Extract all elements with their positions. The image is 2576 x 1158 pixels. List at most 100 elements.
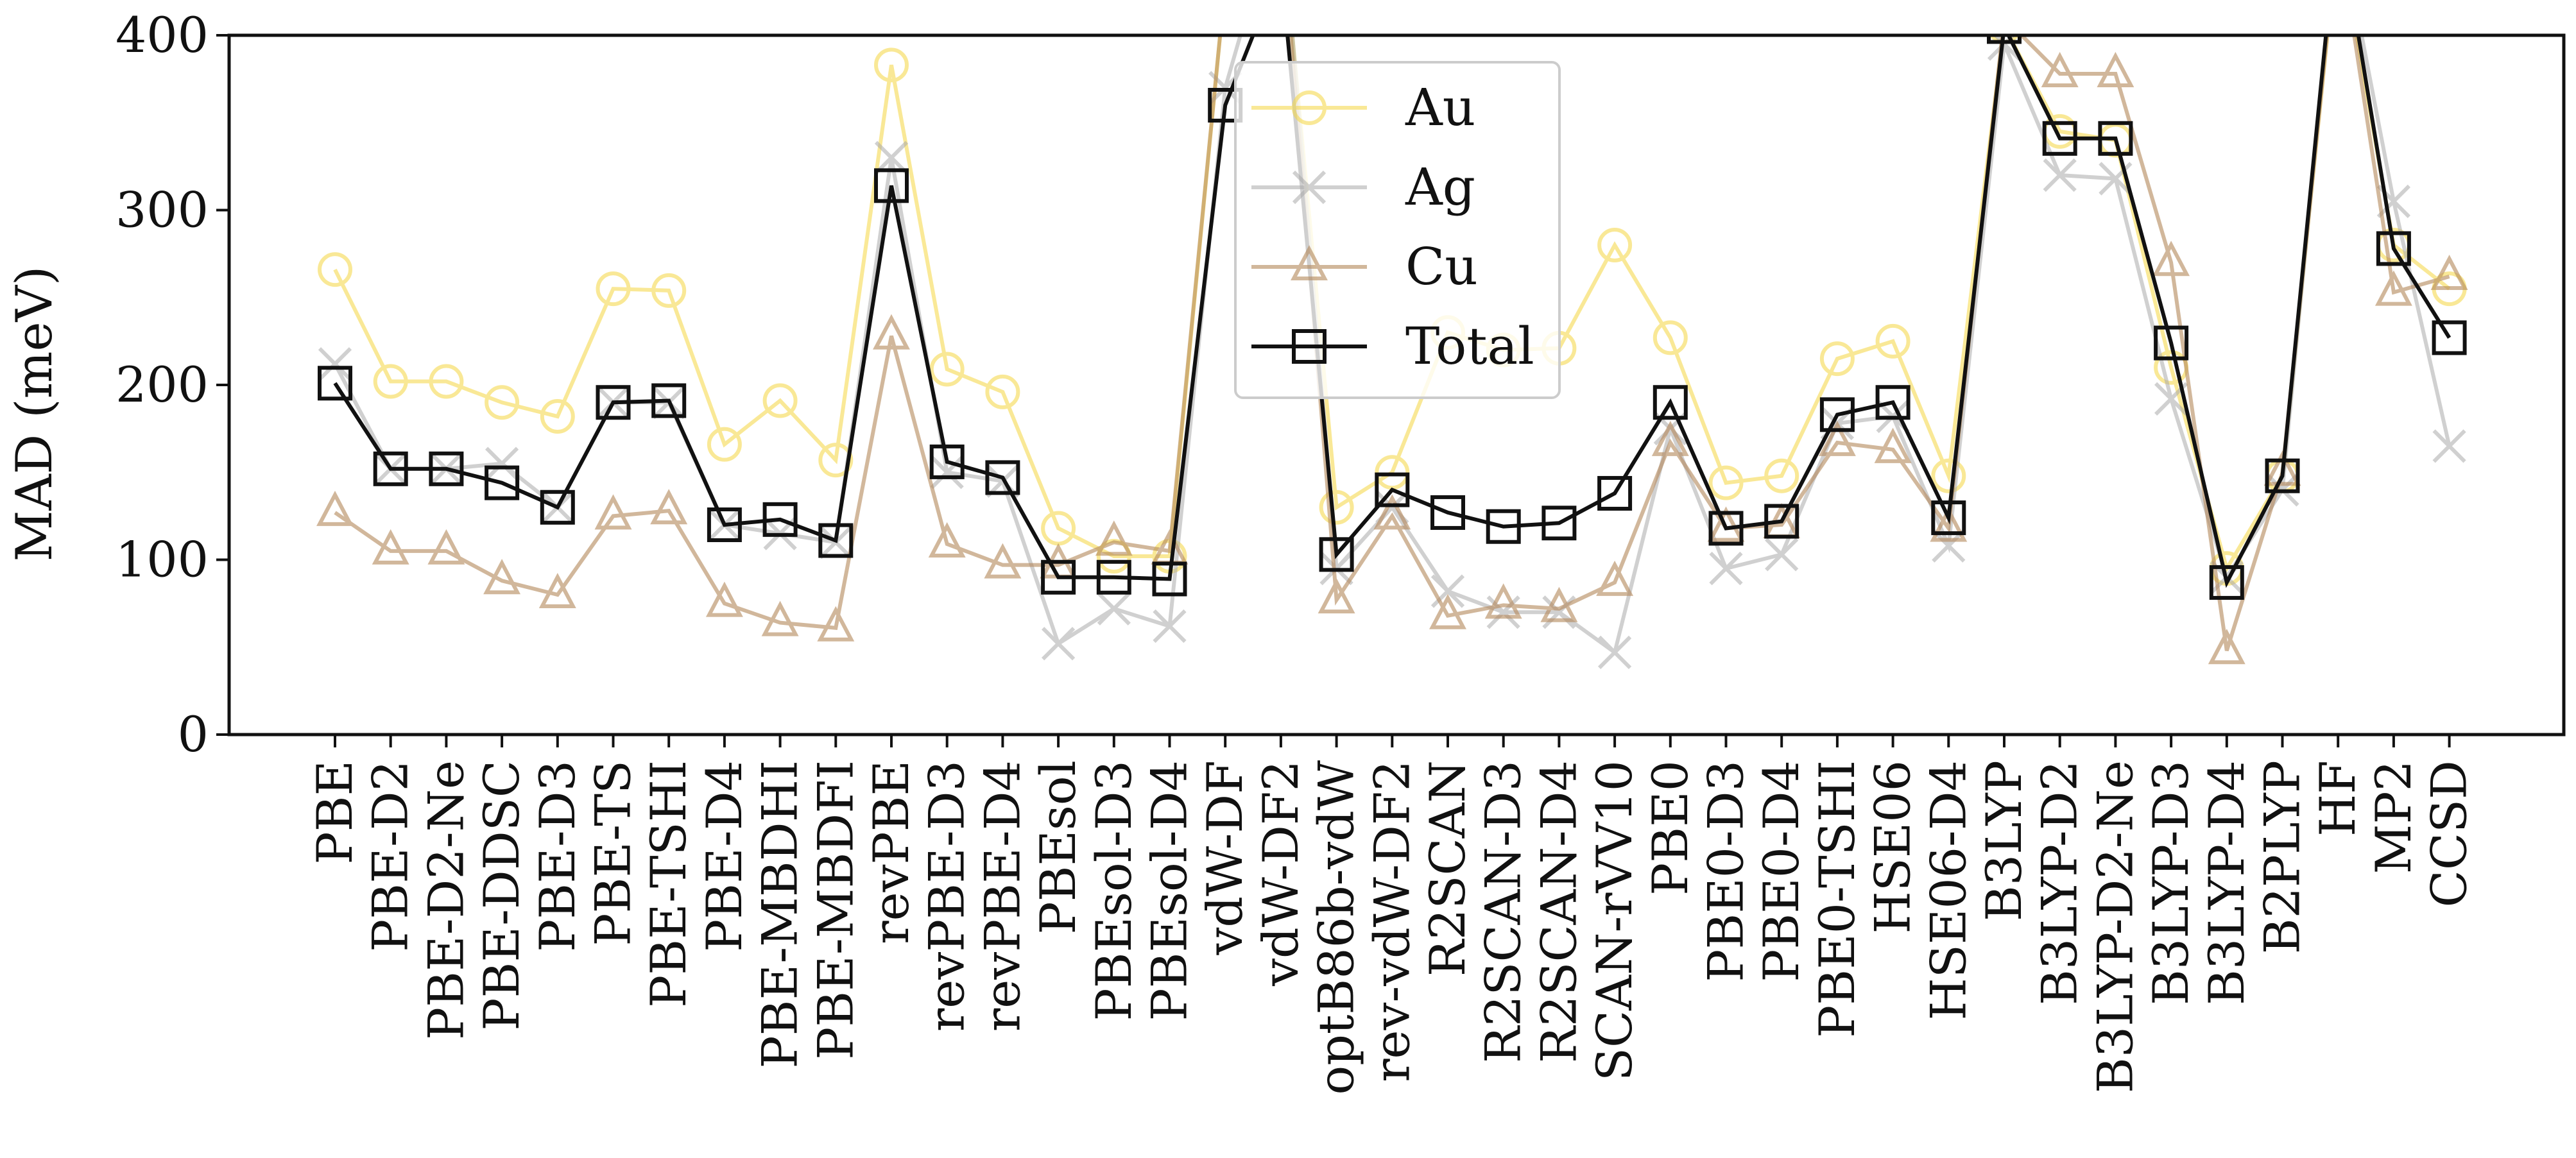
data-point xyxy=(594,494,632,530)
x-tick-label: B3LYP xyxy=(1975,760,2032,921)
data-point xyxy=(874,140,909,175)
data-point xyxy=(1597,228,1633,262)
legend-entry-ag xyxy=(1251,170,1367,205)
x-tick-label: PBEsol-D3 xyxy=(1085,760,1142,1021)
data-point xyxy=(1709,552,1743,586)
data-point xyxy=(929,352,965,387)
data-point xyxy=(316,490,354,526)
data-point xyxy=(1318,578,1355,614)
data-point xyxy=(1932,529,1966,563)
data-point xyxy=(985,374,1020,409)
legend-label: Total xyxy=(1405,316,1534,376)
x-tick-label: B2PLYP xyxy=(2254,760,2311,954)
data-point xyxy=(930,456,964,490)
x-tick-label: B3LYP-D4 xyxy=(2198,760,2255,1005)
data-point xyxy=(1375,455,1410,490)
x-tick-label: optB86b-vdW xyxy=(1308,760,1365,1095)
series-total xyxy=(318,35,2467,600)
data-point xyxy=(1292,90,1327,125)
plot-area xyxy=(316,0,2468,670)
data-point xyxy=(1597,635,1632,670)
x-tick-label: PBE-D4 xyxy=(696,760,753,952)
data-point xyxy=(817,606,855,642)
x-tick-label: revPBE-D3 xyxy=(918,760,975,1032)
data-point xyxy=(372,529,409,565)
x-tick-label: revPBE-D4 xyxy=(974,760,1031,1032)
x-tick-label: R2SCAN-D3 xyxy=(1475,760,1532,1063)
data-point xyxy=(873,314,910,350)
data-point xyxy=(1291,244,1328,280)
x-tick-label: PBE0-D3 xyxy=(1697,760,1755,982)
data-point xyxy=(1153,609,1187,643)
x-tick-label: PBE0 xyxy=(1642,760,1699,896)
data-point xyxy=(2041,51,2079,87)
data-point xyxy=(1486,509,1521,544)
y-tick-label: 100 xyxy=(116,531,209,588)
x-tick-label: PBE-TS xyxy=(585,760,642,946)
data-point xyxy=(1430,495,1465,530)
x-tick-label: vdW-DF xyxy=(1196,760,1253,956)
data-point xyxy=(2099,162,2133,196)
x-tick-label: PBE0-D4 xyxy=(1753,760,1810,982)
data-point xyxy=(1708,465,1744,500)
data-point xyxy=(762,383,798,418)
data-point xyxy=(429,451,464,486)
data-point xyxy=(1095,520,1133,556)
data-point xyxy=(1096,559,1131,595)
data-point xyxy=(1875,323,1911,359)
y-tick-label: 200 xyxy=(116,356,209,413)
data-point xyxy=(1430,574,1465,608)
data-point xyxy=(705,581,743,617)
legend-box xyxy=(1234,61,1561,399)
data-point xyxy=(818,443,854,478)
plot-frame xyxy=(227,33,2566,737)
y-tick-label: 400 xyxy=(116,6,209,64)
legend-label: Au xyxy=(1405,78,1475,137)
x-tick-label: PBE-D2 xyxy=(362,760,419,952)
data-point xyxy=(485,447,519,481)
data-point xyxy=(2154,325,2189,361)
legend-entry-au xyxy=(1251,90,1367,125)
data-point xyxy=(1373,494,1411,530)
series-line xyxy=(333,35,2451,588)
data-point xyxy=(1987,35,2022,44)
x-tick-label: PBE-MBDHI xyxy=(751,760,809,1068)
y-tick-label: 300 xyxy=(116,182,209,239)
legend-entry-total xyxy=(1251,329,1367,364)
x-tick-label: rev-vdW-DF2 xyxy=(1363,760,1420,1082)
data-point xyxy=(2432,429,2466,463)
x-tick-label: HF xyxy=(2309,760,2366,837)
data-point xyxy=(2265,458,2300,493)
data-point xyxy=(1989,0,2020,30)
x-tick-label: B3LYP-D2-Ne xyxy=(2086,760,2143,1093)
data-point xyxy=(1819,341,1855,377)
legend-label: Ag xyxy=(1405,157,1475,217)
x-tick-label: HSE06-D4 xyxy=(1919,760,1977,1021)
x-tick-label: HSE06 xyxy=(1864,760,1921,934)
data-point xyxy=(318,347,352,381)
data-point xyxy=(1319,537,1354,572)
data-point xyxy=(2209,565,2244,600)
data-point xyxy=(538,572,576,608)
data-point xyxy=(762,502,798,537)
data-point xyxy=(818,523,854,558)
data-point xyxy=(651,383,687,418)
data-point xyxy=(1319,490,1354,525)
data-point xyxy=(984,543,1022,579)
data-point xyxy=(483,559,521,595)
data-point xyxy=(1651,420,1689,456)
data-point xyxy=(985,460,1020,495)
data-point xyxy=(874,168,909,203)
data-point xyxy=(1540,586,1578,622)
legend: Au Ag Cu Total xyxy=(1234,61,1561,399)
data-point xyxy=(1429,593,1466,629)
data-point xyxy=(1596,560,1634,596)
data-point xyxy=(2208,629,2245,665)
data-point xyxy=(929,444,965,479)
data-point xyxy=(1818,420,1856,456)
data-point xyxy=(540,490,575,525)
data-point xyxy=(1152,561,1187,597)
data-point xyxy=(1931,500,1966,536)
